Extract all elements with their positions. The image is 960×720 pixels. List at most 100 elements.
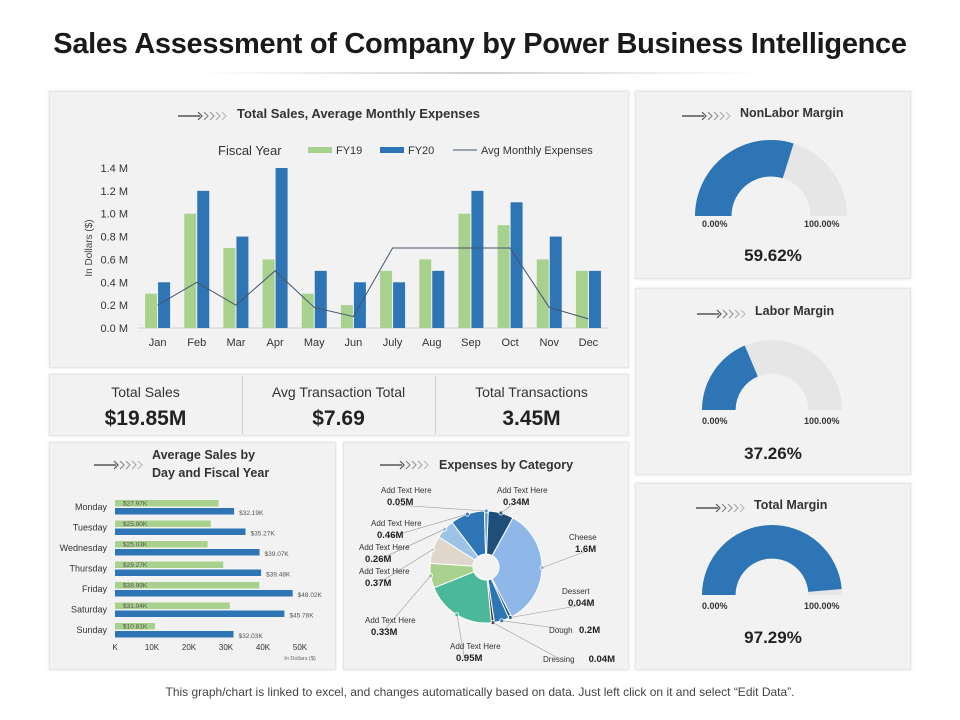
slice-value-label: 0.04M [568, 598, 594, 609]
y-tick-label: 1.4 M [100, 163, 128, 175]
bar-fy20-aug [432, 270, 445, 328]
leader-line [492, 622, 559, 659]
avg-sales-heading-line2: Day and Fiscal Year [152, 466, 270, 480]
legend-swatch-fy19 [308, 147, 332, 153]
slice-name-label: Dessert [562, 587, 590, 596]
bar-fy20-tuesday [115, 528, 246, 535]
bar-value-fy20: $39.48K [266, 572, 291, 579]
bar-fy19-may [301, 293, 314, 328]
legend-label-fy19: FY19 [336, 145, 362, 157]
leader-line [379, 575, 431, 636]
slice-name-label: Add Text Here [365, 616, 416, 625]
slice-value-label: 0.37M [365, 578, 391, 589]
bar-fy19-apr [262, 259, 275, 328]
donut-slice-5 [433, 571, 492, 624]
day-label: Friday [82, 584, 108, 594]
footer-note: This graph/chart is linked to excel, and… [165, 685, 795, 699]
arrow-icon [696, 503, 745, 513]
y-tick-label: 0.8 M [100, 232, 128, 244]
slice-value-label: 0.46M [377, 530, 403, 541]
x-tick-label: May [304, 337, 325, 349]
bar-value-fy20: $35.27K [250, 531, 275, 538]
slice-name-label: Add Text Here [371, 519, 422, 528]
slice-value-label: 0.95M [456, 653, 482, 664]
bar-fy19-aug [419, 259, 432, 328]
y-tick-label: 1.2 M [100, 186, 128, 198]
bar-fy20-wednesday [115, 549, 260, 556]
slice-value-label: 0.26M [365, 554, 391, 565]
bar-fy19-jun [340, 305, 353, 328]
kpi-avg-transaction-value: $7.69 [312, 407, 365, 430]
bar-value-fy19: $25.03K [123, 542, 148, 549]
bar-fy20-nov [549, 236, 562, 328]
arrow-icon [178, 111, 227, 121]
bar-fy20-friday [115, 590, 293, 597]
bar-fy20-jan [158, 282, 171, 328]
donut-slice-1 [491, 517, 543, 618]
gauge-arc [702, 525, 842, 595]
x-tick-label: Feb [187, 337, 206, 349]
leader-line [500, 504, 513, 514]
gauge-title: Total Margin [754, 498, 828, 512]
leader-line [501, 620, 565, 630]
day-label: Tuesday [73, 523, 108, 533]
bar-fy19-tuesday [115, 520, 211, 527]
gauge-min-label: 0.00% [702, 416, 728, 426]
x-tick-label: 10K [145, 643, 160, 652]
arrow-icon [380, 460, 429, 470]
x-tick-label: 40K [256, 643, 271, 652]
bar-fy20-feb [197, 190, 210, 328]
arrow-icon [94, 460, 143, 470]
x-tick-label: Apr [267, 337, 284, 349]
bar-value-fy20: $32.03K [239, 633, 264, 640]
gauge-arc [695, 140, 847, 216]
x-tick-label: Aug [422, 337, 442, 349]
legend-swatch-fy20 [380, 147, 404, 153]
slice-value-label: 0.34M [503, 497, 529, 508]
x-tick-label: Mar [226, 337, 245, 349]
slice-name-label: Add Text Here [359, 567, 410, 576]
leader-line [395, 504, 487, 512]
bar-fy20-mar [236, 236, 249, 328]
bar-fy20-oct [510, 202, 523, 328]
slice-value-label: 0.05M [387, 497, 413, 508]
bar-fy20-apr [275, 168, 288, 328]
gauge-title: Labor Margin [755, 304, 835, 318]
sales-chart-heading: Total Sales, Average Monthly Expenses [237, 106, 480, 121]
x-tick-label: Jun [345, 337, 363, 349]
kpi-total-sales-value: $19.85M [104, 407, 187, 430]
day-label: Wednesday [60, 543, 108, 553]
bar-value-fy20: $45.78K [289, 613, 314, 620]
leader-line [373, 549, 433, 587]
bar-fy20-saturday [115, 610, 285, 617]
expenses-panel [343, 442, 629, 670]
slice-name-label: Add Text Here [381, 486, 432, 495]
bar-value-fy19: $38.99K [123, 583, 148, 590]
day-label: Thursday [69, 564, 107, 574]
slice-name-label: Dressing [543, 655, 575, 664]
gauge-max-label: 100.00% [804, 601, 840, 611]
leader-line [373, 528, 445, 563]
bar-fy19-sep [458, 213, 471, 328]
bar-fy19-feb [184, 213, 197, 328]
y-axis-label: In Dollars ($) [84, 219, 95, 276]
x-tick-label: 50K [293, 643, 308, 652]
y-tick-label: 1.0 M [100, 209, 128, 221]
x-tick-label: Oct [502, 337, 519, 349]
arrow-icon [682, 111, 731, 121]
bar-value-fy20: $32.19K [239, 510, 264, 517]
gauge-fill [702, 345, 758, 410]
x-tick-label: Dec [579, 337, 599, 349]
avg-sales-by-day-chart: Monday $27.97K $32.19K Tuesday $25.90K $35.27… [60, 500, 323, 662]
gauge-panel-total [635, 483, 911, 670]
x-tick-label: 30K [219, 643, 234, 652]
slice-name-label: Cheese [569, 533, 597, 542]
bar-fy19-friday [115, 582, 260, 589]
gauge-value: 59.62% [744, 246, 802, 265]
gauge-arc [702, 340, 842, 410]
gauge-min-label: 0.00% [702, 219, 728, 229]
y-tick-label: 0.6 M [100, 254, 128, 266]
bar-fy19-thursday [115, 561, 224, 568]
kpi-avg-transaction-label: Avg Transaction Total [271, 384, 406, 400]
bar-value-fy19: $27.97K [123, 501, 148, 508]
